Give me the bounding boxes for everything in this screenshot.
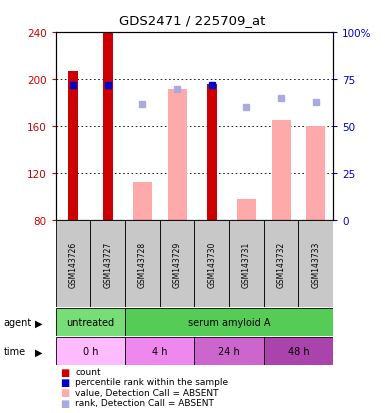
Bar xyxy=(133,182,152,221)
Text: GSM143727: GSM143727 xyxy=(103,241,112,287)
Bar xyxy=(102,33,113,221)
Text: ■: ■ xyxy=(60,398,69,408)
Bar xyxy=(264,221,298,308)
Bar xyxy=(68,72,78,221)
Text: 4 h: 4 h xyxy=(152,347,167,356)
Bar xyxy=(90,221,125,308)
Bar xyxy=(125,309,333,337)
Text: GSM143731: GSM143731 xyxy=(242,241,251,287)
Bar xyxy=(264,337,333,366)
Bar xyxy=(298,221,333,308)
Text: GSM143732: GSM143732 xyxy=(276,241,286,287)
Bar xyxy=(160,221,194,308)
Text: ■: ■ xyxy=(60,387,69,397)
Text: count: count xyxy=(75,367,101,376)
Text: ■: ■ xyxy=(60,367,69,377)
Bar xyxy=(229,221,264,308)
Text: rank, Detection Call = ABSENT: rank, Detection Call = ABSENT xyxy=(75,398,214,407)
Text: 48 h: 48 h xyxy=(288,347,309,356)
Text: GDS2471 / 225709_at: GDS2471 / 225709_at xyxy=(119,14,266,27)
Bar xyxy=(306,127,325,221)
Bar xyxy=(56,337,125,366)
Text: untreated: untreated xyxy=(66,318,115,328)
Bar xyxy=(125,337,194,366)
Text: serum amyloid A: serum amyloid A xyxy=(188,318,270,328)
Text: 24 h: 24 h xyxy=(218,347,240,356)
Text: time: time xyxy=(4,347,26,356)
Text: percentile rank within the sample: percentile rank within the sample xyxy=(75,377,228,387)
Bar xyxy=(56,221,90,308)
Text: 0 h: 0 h xyxy=(83,347,98,356)
Bar xyxy=(125,221,160,308)
Text: agent: agent xyxy=(4,318,32,328)
Text: GSM143726: GSM143726 xyxy=(69,241,78,287)
Bar xyxy=(194,337,264,366)
Text: GSM143729: GSM143729 xyxy=(172,241,182,287)
Text: GSM143733: GSM143733 xyxy=(311,241,320,287)
Bar xyxy=(56,309,125,337)
Bar xyxy=(167,89,187,221)
Bar xyxy=(237,200,256,221)
Bar xyxy=(271,121,291,221)
Text: GSM143730: GSM143730 xyxy=(207,241,216,287)
Text: ■: ■ xyxy=(60,377,69,387)
Bar xyxy=(194,221,229,308)
Text: GSM143728: GSM143728 xyxy=(138,241,147,287)
Text: ▶: ▶ xyxy=(35,318,42,328)
Text: ▶: ▶ xyxy=(35,347,42,356)
Bar xyxy=(206,85,217,221)
Text: value, Detection Call = ABSENT: value, Detection Call = ABSENT xyxy=(75,388,219,397)
